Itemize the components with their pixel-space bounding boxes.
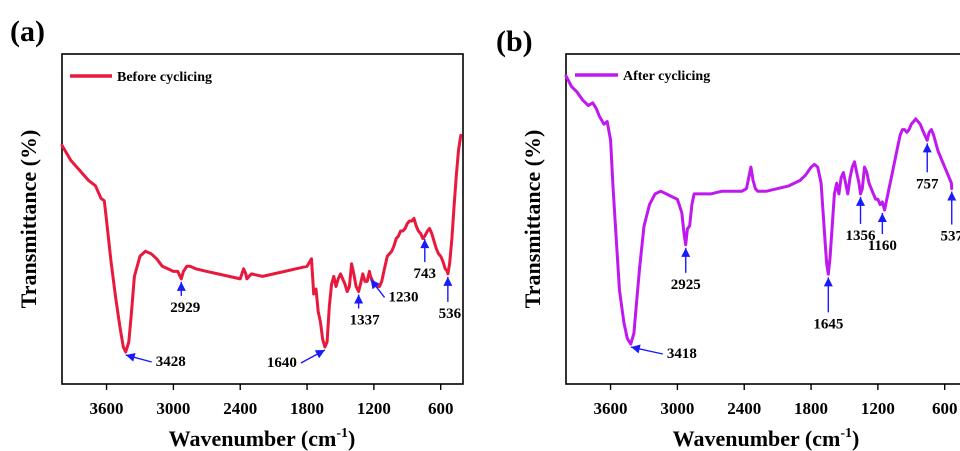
peak-label: 3428 xyxy=(156,354,186,370)
peak-label: 1645 xyxy=(813,316,843,332)
panel-b-x-axis-title-sup: -1 xyxy=(840,426,852,441)
series-line xyxy=(60,133,463,354)
annotation-arrowhead xyxy=(877,213,887,222)
x-tick-label: 600 xyxy=(428,399,454,418)
panel-b-letter: (b) xyxy=(496,25,533,58)
panel-a-legend-label: Before cyclicing xyxy=(117,70,212,85)
panel-a-plot-frame xyxy=(61,53,464,385)
peak-label: 1160 xyxy=(868,238,897,254)
panel-a-legend: Before cyclicing xyxy=(70,70,212,85)
annotation-arrowhead xyxy=(125,352,136,362)
x-tick-label: 2400 xyxy=(727,399,761,418)
peak-annotation: 1230 xyxy=(369,278,419,305)
annotation-arrowhead xyxy=(443,276,453,286)
x-tick-label: 3600 xyxy=(90,399,124,418)
annotation-arrowhead xyxy=(630,344,641,354)
x-tick-label: 1800 xyxy=(794,399,828,418)
peak-annotation: 1160 xyxy=(868,213,897,254)
panel-b-x-axis-title-main: Wavenumber (cm xyxy=(673,426,841,451)
panel-b-plot-frame xyxy=(565,53,960,385)
panel-b: (b) After cyclicing 3600 3000 2400 1800 1200… xyxy=(496,25,960,451)
peak-annotation: 1640 xyxy=(267,349,326,371)
peak-annotation: 2925 xyxy=(671,247,701,293)
panel-b-x-axis-title-end: ) xyxy=(852,426,859,451)
annotation-arrowhead xyxy=(922,143,932,153)
peak-label: 1356 xyxy=(846,228,877,244)
panel-a-x-axis-title-end: ) xyxy=(348,426,355,451)
peak-annotation: 1337 xyxy=(350,294,381,329)
panel-a-x-axis-title-main: Wavenumber (cm xyxy=(169,426,337,451)
x-tick-label: 1200 xyxy=(357,399,391,418)
peak-label: 2929 xyxy=(170,300,200,316)
panel-a-y-axis-title: Transmittance (%) xyxy=(16,130,41,309)
panel-a-series xyxy=(60,133,463,354)
peak-annotation: 3418 xyxy=(630,344,697,362)
peak-annotation: 1356 xyxy=(846,196,877,244)
peak-label: 757 xyxy=(916,176,939,192)
annotation-arrowhead xyxy=(370,279,380,290)
peak-label: 3418 xyxy=(667,346,697,362)
panel-b-x-ticks: 3600 3000 2400 1800 1200 600 xyxy=(594,384,958,418)
peak-label: 743 xyxy=(414,266,437,282)
peak-annotation: 537 xyxy=(940,191,960,245)
series-line xyxy=(564,74,954,346)
panel-a-x-axis-title: Wavenumber (cm-1) xyxy=(169,426,356,451)
peak-label: 536 xyxy=(439,306,462,322)
peak-annotation: 1645 xyxy=(813,277,843,332)
peak-annotation: 743 xyxy=(414,239,437,282)
x-tick-label: 600 xyxy=(932,399,958,418)
peak-label: 537 xyxy=(940,229,960,245)
panel-a: (a) Before cyclicing 3600 3000 2400 1800 120… xyxy=(10,15,464,451)
panel-a-annotations: 3428 2929 1640 1337 1230 743 536 xyxy=(125,239,462,371)
peak-annotation: 536 xyxy=(439,276,462,322)
x-tick-label: 3000 xyxy=(660,399,694,418)
panel-a-x-axis-title-sup: -1 xyxy=(336,426,348,441)
annotation-arrowhead xyxy=(681,247,691,257)
panel-b-legend: After cyclicing xyxy=(575,69,710,84)
x-tick-label: 1800 xyxy=(290,399,324,418)
panel-b-legend-label: After cyclicing xyxy=(623,69,710,84)
x-tick-label: 3600 xyxy=(594,399,628,418)
peak-annotation: 757 xyxy=(916,143,939,192)
panel-b-y-axis-title: Transmittance (%) xyxy=(520,130,545,309)
panel-a-x-ticks: 3600 3000 2400 1800 1200 600 xyxy=(90,384,454,418)
peak-annotation: 3428 xyxy=(125,352,186,370)
peak-annotation: 2929 xyxy=(170,281,200,316)
panel-b-x-axis-title: Wavenumber (cm-1) xyxy=(673,426,860,451)
peak-label: 1640 xyxy=(267,355,297,371)
peak-label: 2925 xyxy=(671,277,701,293)
panel-b-series xyxy=(564,74,954,346)
annotation-arrowhead xyxy=(856,196,866,206)
annotation-arrowhead xyxy=(354,294,364,304)
annotation-arrowhead xyxy=(176,281,186,291)
x-tick-label: 2400 xyxy=(223,399,257,418)
peak-label: 1230 xyxy=(389,289,419,305)
annotation-arrowhead xyxy=(314,349,325,359)
annotation-arrowhead xyxy=(947,191,957,201)
annotation-arrowhead xyxy=(420,239,430,249)
x-tick-label: 3000 xyxy=(156,399,190,418)
annotation-arrowhead xyxy=(823,277,833,287)
peak-label: 1337 xyxy=(350,313,381,329)
panel-a-letter: (a) xyxy=(10,15,45,48)
x-tick-label: 1200 xyxy=(861,399,895,418)
